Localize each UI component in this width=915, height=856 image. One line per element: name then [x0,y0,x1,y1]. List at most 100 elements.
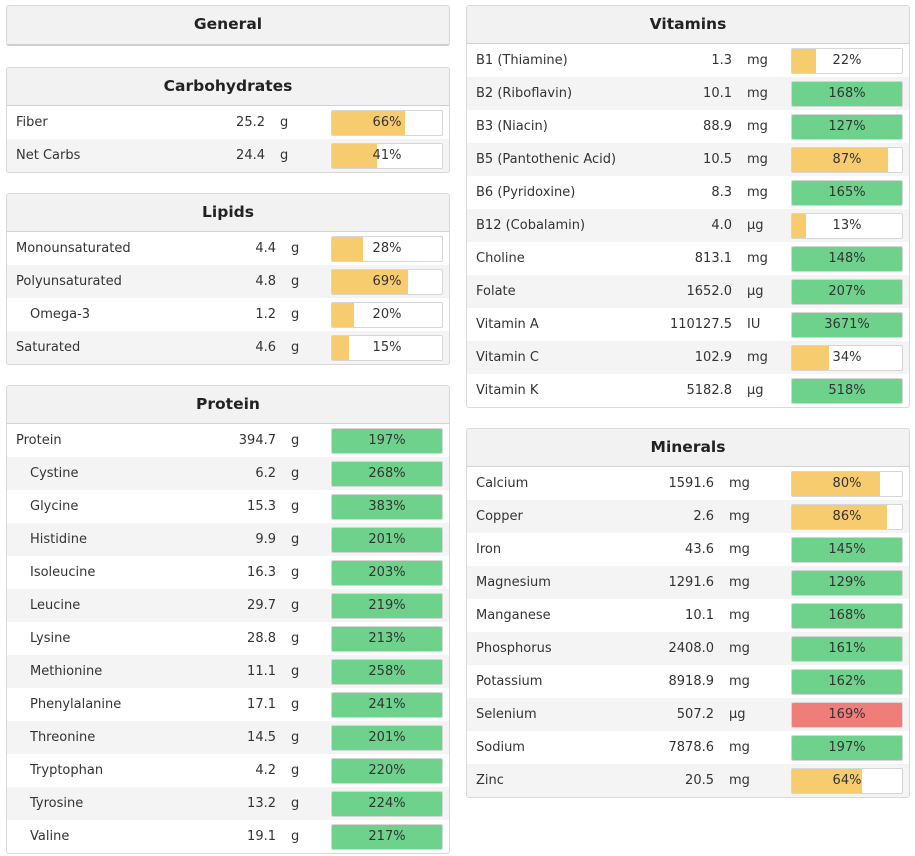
nutrient-row[interactable]: Sodium 7878.6 mg 197% [467,731,909,764]
nutrient-row[interactable]: Omega-3 1.2 g 20% [7,298,449,331]
daily-value-fill [792,148,888,172]
daily-value-percent: 203% [368,565,406,580]
nutrient-row[interactable]: Vitamin C 102.9 mg 34% [467,341,909,374]
nutrient-row[interactable]: B5 (Pantothenic Acid) 10.5 mg 87% [467,143,909,176]
nutrient-row[interactable]: B1 (Thiamine) 1.3 mg 22% [467,44,909,77]
daily-value-bar: 207% [791,279,903,305]
nutrient-row[interactable]: Polyunsaturated 4.8 g 69% [7,265,449,298]
nutrient-unit: mg [747,185,768,200]
general-header[interactable]: General [7,6,449,44]
nutrient-amount: 25.2 [236,115,265,130]
nutrient-unit: mg [729,641,750,656]
daily-value-percent: 213% [368,631,406,646]
minerals-header[interactable]: Minerals [467,429,909,467]
daily-value-percent: 3671% [824,317,870,332]
carbohydrates-rows: Fiber 25.2 g 66% Net Carbs 24.4 g 41% [7,106,449,172]
nutrient-amount: 5182.8 [686,383,733,398]
nutrient-row[interactable]: Folate 1652.0 µg 207% [467,275,909,308]
daily-value-fill [332,429,442,453]
nutrient-amount: 29.7 [247,598,276,613]
nutrient-row[interactable]: Iron 43.6 mg 145% [467,533,909,566]
daily-value-percent: 64% [832,773,862,788]
nutrient-row[interactable]: Valine 19.1 g 217% [7,820,449,853]
daily-value-bar: 168% [791,603,903,629]
daily-value-percent: 127% [828,119,866,134]
nutrient-row[interactable]: B12 (Cobalamin) 4.0 µg 13% [467,209,909,242]
nutrient-name: Histidine [30,532,87,547]
nutrient-row[interactable]: Choline 813.1 mg 148% [467,242,909,275]
daily-value-percent: 13% [832,218,862,233]
nutrient-amount: 13.2 [247,796,276,811]
nutrient-row[interactable]: Methionine 11.1 g 258% [7,655,449,688]
daily-value-bar: 201% [331,725,443,751]
nutrient-unit: g [291,532,300,547]
protein-header[interactable]: Protein [7,386,449,424]
nutrient-row[interactable]: B3 (Niacin) 88.9 mg 127% [467,110,909,143]
nutrient-row[interactable]: Calcium 1591.6 mg 80% [467,467,909,500]
nutrient-row[interactable]: Vitamin K 5182.8 µg 518% [467,374,909,407]
nutrient-row[interactable]: Vitamin A 110127.5 IU 3671% [467,308,909,341]
nutrient-unit: g [291,241,300,256]
nutrient-name: Calcium [476,476,529,491]
nutrient-amount: 2.6 [693,509,714,524]
nutrient-unit: mg [729,608,750,623]
nutrient-name: Lysine [30,631,71,646]
nutrient-name: Zinc [476,773,504,788]
nutrient-unit: mg [747,119,768,134]
nutrient-row[interactable]: Manganese 10.1 mg 168% [467,599,909,632]
nutrient-row[interactable]: Tyrosine 13.2 g 224% [7,787,449,820]
minerals-panel: Minerals Calcium 1591.6 mg 80% Copper 2.6 mg 86… [466,428,910,798]
nutrient-row[interactable]: Leucine 29.7 g 219% [7,589,449,622]
daily-value-bar: 20% [331,302,443,328]
nutrient-unit: g [291,829,300,844]
nutrient-row[interactable]: Phenylalanine 17.1 g 241% [7,688,449,721]
nutrient-amount: 7878.6 [668,740,715,755]
vitamins-header[interactable]: Vitamins [467,6,909,44]
daily-value-percent: 28% [372,241,402,256]
nutrient-row[interactable]: Selenium 507.2 µg 169% [467,698,909,731]
nutrient-row[interactable]: Threonine 14.5 g 201% [7,721,449,754]
nutrient-row[interactable]: Saturated 4.6 g 15% [7,331,449,364]
nutrient-row[interactable]: Net Carbs 24.4 g 41% [7,139,449,172]
nutrient-row[interactable]: Lysine 28.8 g 213% [7,622,449,655]
nutrient-row[interactable]: Monounsaturated 4.4 g 28% [7,232,449,265]
nutrient-row[interactable]: Magnesium 1291.6 mg 129% [467,566,909,599]
nutrient-name: Omega-3 [30,307,91,322]
nutrient-row[interactable]: Isoleucine 16.3 g 203% [7,556,449,589]
nutrient-row[interactable]: Phosphorus 2408.0 mg 161% [467,632,909,665]
lipids-header[interactable]: Lipids [7,194,449,232]
nutrient-name: Saturated [16,340,81,355]
nutrient-row[interactable]: B2 (Riboflavin) 10.1 mg 168% [467,77,909,110]
nutrient-unit: g [280,115,289,130]
nutrient-amount: 394.7 [238,433,276,448]
nutrient-name: Cystine [30,466,79,481]
nutrient-row[interactable]: Fiber 25.2 g 66% [7,106,449,139]
nutrient-row[interactable]: Zinc 20.5 mg 64% [467,764,909,797]
daily-value-bar: 41% [331,143,443,169]
daily-value-percent: 41% [372,148,402,163]
nutrient-row[interactable]: Tryptophan 4.2 g 220% [7,754,449,787]
nutrient-name: B2 (Riboflavin) [476,86,573,101]
carbohydrates-header[interactable]: Carbohydrates [7,68,449,106]
nutrient-row[interactable]: Copper 2.6 mg 86% [467,500,909,533]
daily-value-bar: 162% [791,669,903,695]
nutrient-row[interactable]: Cystine 6.2 g 268% [7,457,449,490]
nutrient-row[interactable]: Potassium 8918.9 mg 162% [467,665,909,698]
daily-value-fill [332,495,442,519]
nutrient-name: Magnesium [476,575,551,590]
daily-value-fill [792,280,902,304]
nutrient-amount: 1652.0 [686,284,733,299]
daily-value-percent: 129% [828,575,866,590]
nutrient-name: Manganese [476,608,551,623]
left-column: General Carbohydrates Fiber 25.2 g 66% Net C… [6,0,450,854]
nutrient-unit: g [291,499,300,514]
nutrient-row[interactable]: Protein 394.7 g 197% [7,424,449,457]
daily-value-percent: 197% [368,433,406,448]
nutrient-name: Vitamin A [476,317,539,332]
general-panel: General [6,5,450,46]
nutrient-row[interactable]: Glycine 15.3 g 383% [7,490,449,523]
nutrient-row[interactable]: Histidine 9.9 g 201% [7,523,449,556]
nutrient-row[interactable]: B6 (Pyridoxine) 8.3 mg 165% [467,176,909,209]
nutrient-unit: g [280,148,289,163]
nutrient-unit: g [291,730,300,745]
